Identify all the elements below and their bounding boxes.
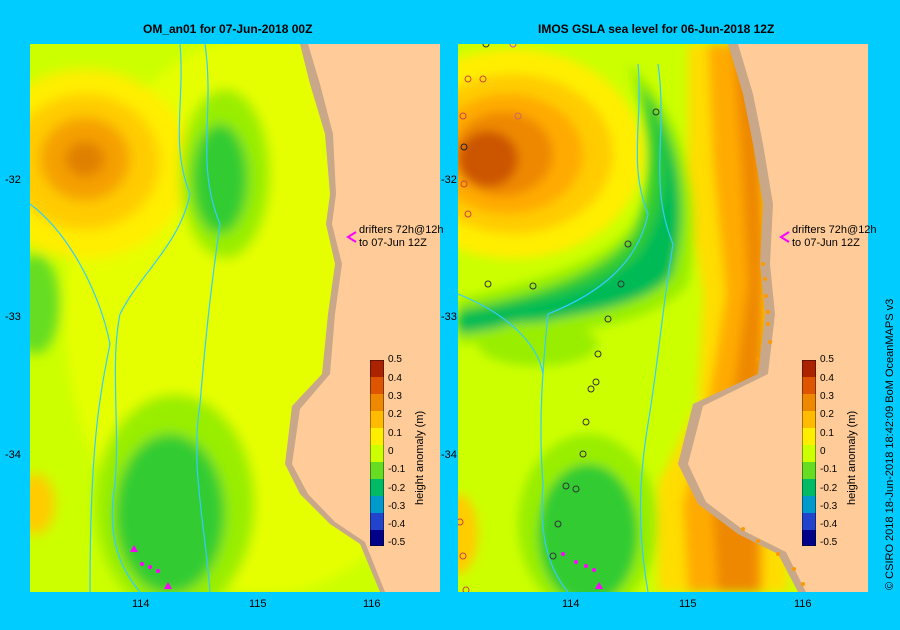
right-colorbar-tick: 0 bbox=[820, 446, 826, 457]
left-colorbar-tick: -0.2 bbox=[388, 483, 406, 494]
drifter-arrow bbox=[595, 582, 603, 589]
left-map-panel bbox=[30, 44, 440, 592]
left-colorbar-tick: -0.5 bbox=[388, 537, 406, 548]
right-colorbar-label: height anomaly (m) bbox=[846, 410, 858, 505]
left-colorbar-tick: 0.4 bbox=[388, 373, 402, 384]
left-colorbar-tick: -0.3 bbox=[388, 501, 406, 512]
right-map-svg bbox=[458, 44, 868, 592]
left-colorbar-tick: 0 bbox=[388, 446, 394, 457]
left-colorbar-tick: 0.2 bbox=[388, 409, 402, 420]
drifter-arrow bbox=[592, 568, 596, 572]
right-colorbar-tick: 0.4 bbox=[820, 373, 834, 384]
left-x-tick: 115 bbox=[249, 598, 267, 610]
left-drifter-note-line1: drifters 72h@12h bbox=[359, 224, 444, 236]
right-colorbar-tick: -0.3 bbox=[820, 501, 838, 512]
right-drifter-note-line1: drifters 72h@12h bbox=[792, 224, 877, 236]
right-y-tick: -32 bbox=[441, 174, 457, 186]
left-map-svg bbox=[30, 44, 440, 592]
right-bathymetry-contours bbox=[458, 63, 674, 592]
drifter-arrow bbox=[561, 552, 565, 556]
right-colorbar-tick: -0.4 bbox=[820, 519, 838, 530]
left-colorbar-tick: -0.4 bbox=[388, 519, 406, 530]
right-coastal-markers bbox=[741, 262, 805, 586]
left-map-title: OM_an01 for 07-Jun-2018 00Z bbox=[143, 22, 313, 36]
right-colorbar-tick: 0.3 bbox=[820, 391, 834, 402]
left-y-tick: -32 bbox=[5, 174, 21, 186]
left-bathymetry-contours bbox=[30, 44, 221, 592]
right-colorbar-tick: -0.5 bbox=[820, 537, 838, 548]
right-y-tick: -33 bbox=[441, 311, 457, 323]
right-drifter-legend-arrow-icon bbox=[779, 231, 790, 243]
right-x-tick: 114 bbox=[562, 598, 580, 610]
drifter-arrow bbox=[164, 582, 172, 589]
left-drifter-note-line2: to 07-Jun 12Z bbox=[359, 237, 427, 249]
right-drifter-note: drifters 72h@12h to 07-Jun 12Z bbox=[792, 224, 877, 250]
right-map-panel bbox=[458, 44, 868, 592]
right-altimeter-markers bbox=[458, 44, 660, 592]
right-colorbar-tick: 0.1 bbox=[820, 428, 834, 439]
drifter-arrow bbox=[140, 562, 144, 566]
left-colorbar-tick: 0.1 bbox=[388, 428, 402, 439]
left-colorbar-tick: 0.5 bbox=[388, 354, 402, 365]
left-drifters bbox=[130, 545, 172, 589]
left-drifter-note: drifters 72h@12h to 07-Jun 12Z bbox=[359, 224, 444, 250]
right-x-tick: 116 bbox=[794, 598, 812, 610]
left-y-tick: -34 bbox=[5, 449, 21, 461]
right-x-tick: 115 bbox=[679, 598, 697, 610]
drifter-arrow bbox=[148, 565, 152, 569]
right-colorbar-tick: 0.5 bbox=[820, 354, 834, 365]
left-colorbar-tick: -0.1 bbox=[388, 464, 406, 475]
credit-text: © CSIRO 2018 18-Jun-2018 18:42:09 BoM Oc… bbox=[884, 298, 896, 590]
left-y-tick: -33 bbox=[5, 311, 21, 323]
left-land bbox=[292, 44, 440, 592]
right-land bbox=[688, 44, 868, 592]
left-x-tick: 114 bbox=[132, 598, 150, 610]
drifter-arrow bbox=[584, 564, 588, 568]
right-colorbar bbox=[802, 360, 816, 546]
drifter-arrow bbox=[574, 560, 578, 564]
left-drifter-legend-arrow-icon bbox=[346, 231, 357, 243]
right-map-title: IMOS GSLA sea level for 06-Jun-2018 12Z bbox=[538, 22, 775, 36]
left-x-tick: 116 bbox=[363, 598, 381, 610]
right-colorbar-tick: -0.2 bbox=[820, 483, 838, 494]
right-colorbar-tick: -0.1 bbox=[820, 464, 838, 475]
drifter-arrow bbox=[130, 545, 138, 552]
right-y-tick: -34 bbox=[441, 449, 457, 461]
right-drifter-note-line2: to 07-Jun 12Z bbox=[792, 237, 860, 249]
left-colorbar-label: height anomaly (m) bbox=[414, 410, 426, 505]
left-colorbar-tick: 0.3 bbox=[388, 391, 402, 402]
right-colorbar-tick: 0.2 bbox=[820, 409, 834, 420]
left-colorbar bbox=[370, 360, 384, 546]
right-drifters bbox=[561, 552, 603, 589]
drifter-arrow bbox=[156, 569, 160, 573]
